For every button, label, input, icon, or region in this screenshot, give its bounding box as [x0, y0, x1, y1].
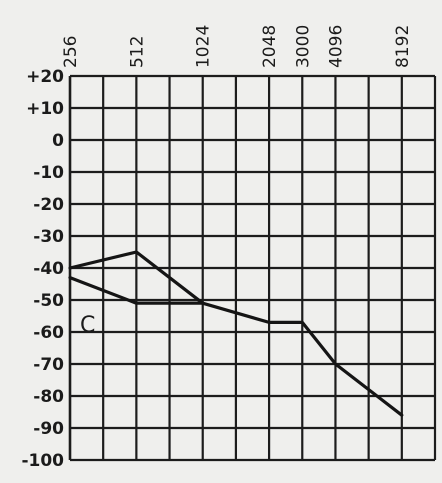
y-tick-label: -60 — [33, 323, 64, 343]
hearing-level-axis-labels: +20 +10 0 -10 -20 -30 -40 -50 -60 -70 -80 -90 -100 — [21, 67, 64, 471]
y-tick-label: -20 — [33, 195, 64, 215]
grid — [68, 74, 437, 462]
annotation-c: C — [80, 313, 95, 338]
x-tick-label: 256 — [61, 36, 81, 68]
y-tick-label: +20 — [26, 67, 64, 87]
y-tick-label: 0 — [52, 131, 64, 151]
y-tick-label: -100 — [21, 451, 64, 471]
y-tick-label: -30 — [33, 227, 64, 247]
y-tick-label: -50 — [33, 291, 64, 311]
series-lines — [68, 250, 404, 417]
x-tick-label: 1024 — [194, 25, 214, 68]
y-tick-label: -40 — [33, 259, 64, 279]
x-tick-label: 2048 — [260, 25, 280, 68]
y-tick-label: -90 — [33, 419, 64, 439]
x-tick-label: 3000 — [293, 25, 313, 68]
series-line — [68, 250, 205, 305]
y-tick-label: -80 — [33, 387, 64, 407]
frequency-axis-labels: 256 512 1024 2048 3000 4096 8192 — [61, 25, 413, 68]
y-tick-label: -10 — [33, 163, 64, 183]
x-tick-label: 512 — [127, 36, 147, 68]
y-tick-label: +10 — [26, 99, 64, 119]
series-line — [68, 276, 404, 417]
y-tick-label: -70 — [33, 355, 64, 375]
x-tick-label: 4096 — [326, 25, 346, 68]
x-tick-label: 8192 — [393, 25, 413, 68]
